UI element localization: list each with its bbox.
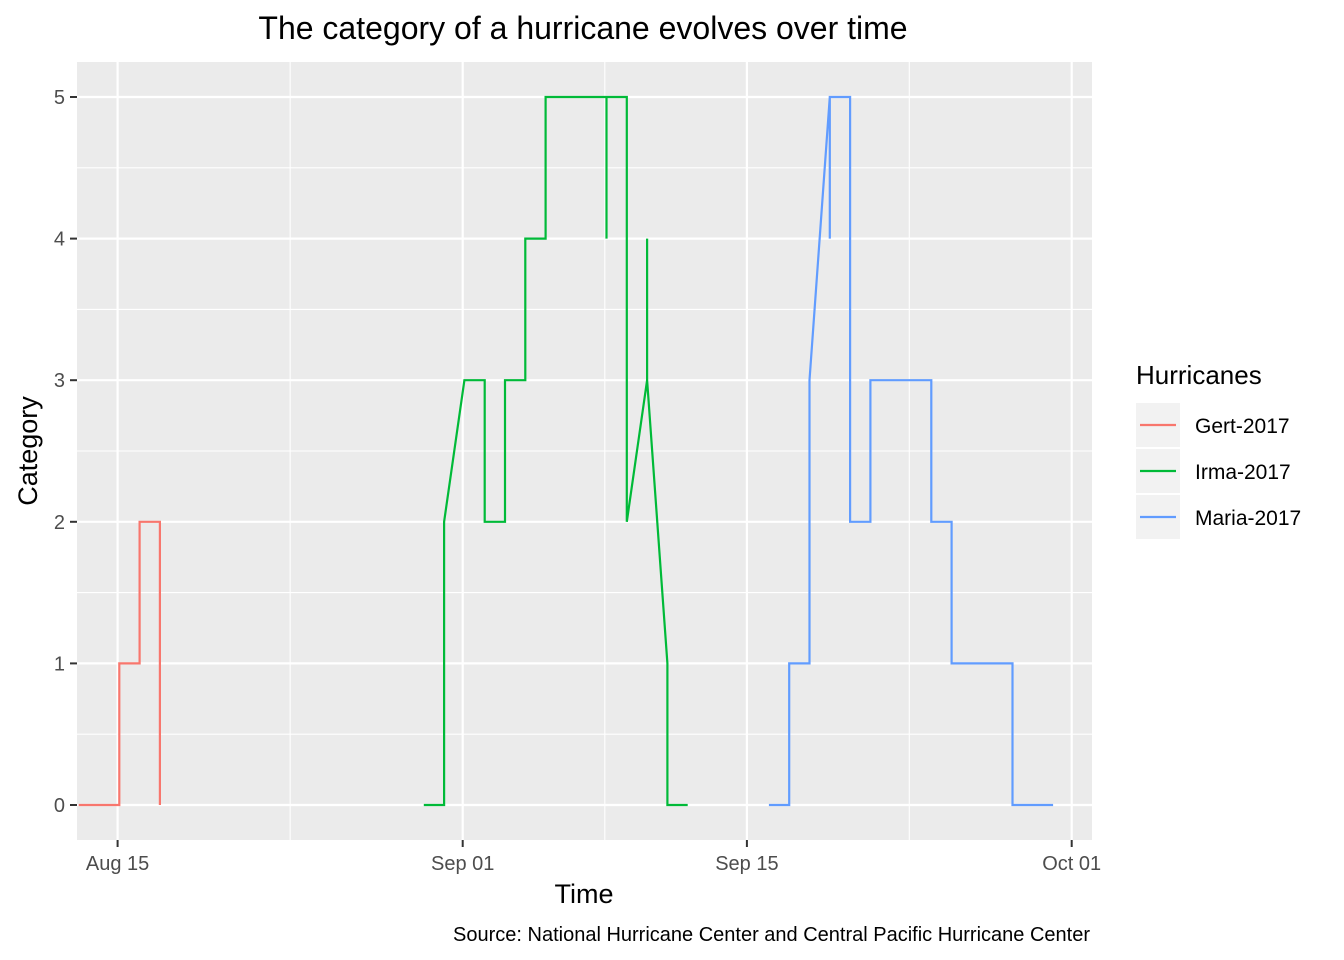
y-axis-title: Category [13,396,43,506]
legend-label: Maria-2017 [1195,507,1301,530]
y-tick-label: 2 [54,512,65,534]
x-tick-label: Oct 01 [1042,853,1101,875]
x-axis-title: Time [555,879,614,909]
x-axis: Aug 15 Sep 01 Sep 15 Oct 01 [86,840,1101,875]
x-tick-label: Aug 15 [86,853,149,875]
minor-gridlines [77,62,1092,840]
y-tick-label: 0 [54,795,65,817]
legend-label: Gert-2017 [1195,415,1290,438]
y-tick-label: 1 [54,653,65,675]
y-tick-label: 3 [54,370,65,392]
y-axis: 0 1 2 3 4 5 [54,87,77,817]
y-tick-label: 5 [54,87,65,109]
legend: Hurricanes Gert-2017 Irma-2017 Maria-2017 [1136,360,1301,539]
x-tick-label: Sep 15 [715,853,778,875]
legend-label: Irma-2017 [1195,461,1291,484]
series-line-gert-2017 [78,520,161,807]
series-line-irma-2017 [423,95,688,807]
series-line-maria-2017 [768,95,1054,807]
y-tick-label: 4 [54,229,65,251]
legend-title: Hurricanes [1136,360,1262,390]
chart-title: The category of a hurricane evolves over… [258,10,907,46]
series-lines [78,95,1054,807]
caption: Source: National Hurricane Center and Ce… [453,924,1090,946]
x-tick-label: Sep 01 [431,853,494,875]
